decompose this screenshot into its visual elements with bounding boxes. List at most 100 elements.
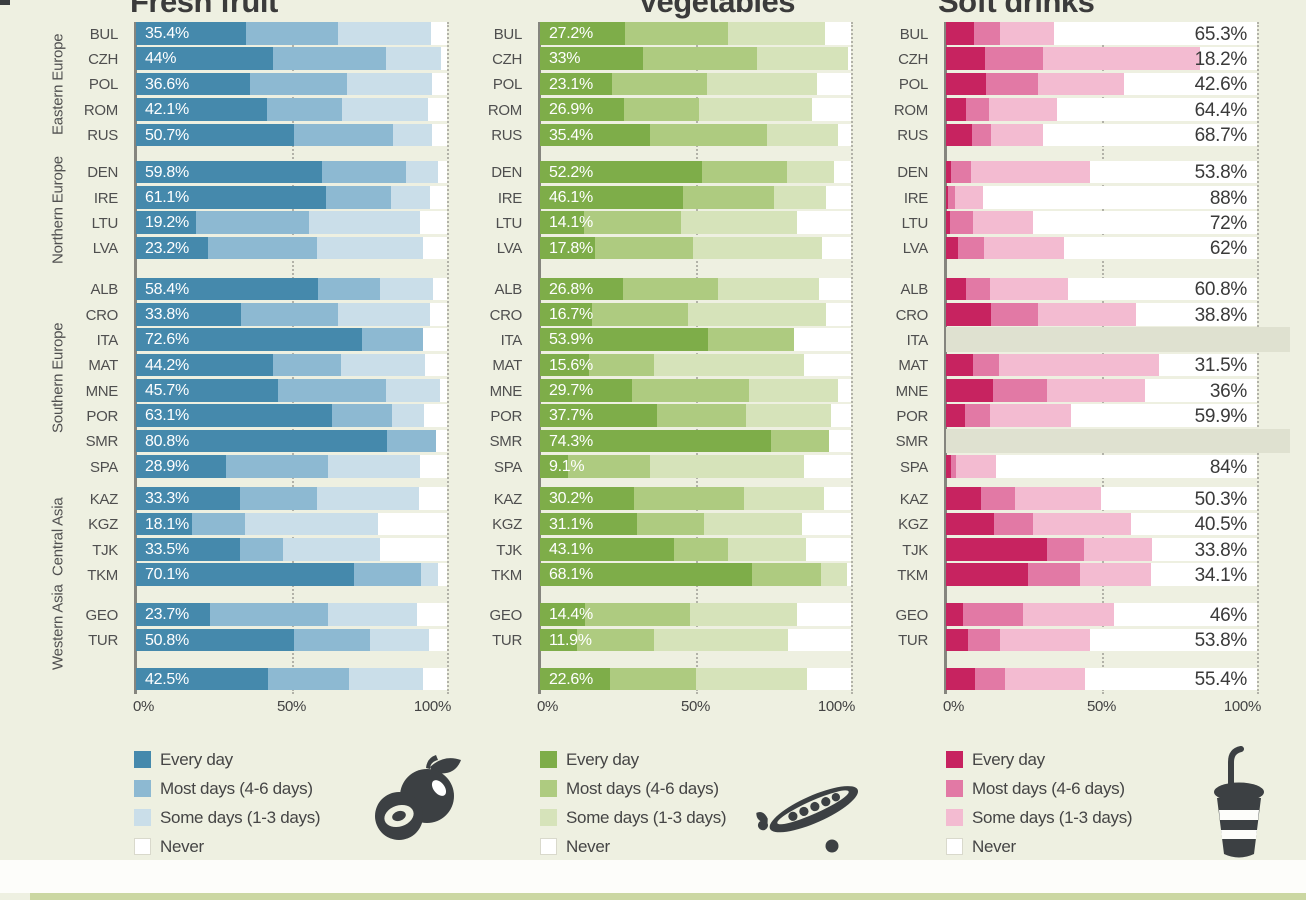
most-days-segment: [321, 160, 406, 184]
bar-track: [540, 303, 851, 326]
every-day-segment: [946, 667, 976, 691]
every-day-segment: [136, 47, 273, 70]
legend-label: Some days (1-3 days): [566, 808, 727, 827]
every-day-segment: [946, 22, 975, 45]
most-days-segment: [971, 123, 991, 147]
country-code-label: POL: [88, 76, 118, 94]
legend-swatch: [134, 838, 151, 855]
country-code-label: POR: [896, 407, 928, 425]
bar-value-label: 33.8%: [145, 306, 189, 323]
bar-value-label: 29.7%: [549, 382, 593, 399]
bar-value-label: 33%: [549, 50, 581, 68]
never-value-label: 40.5%: [1194, 514, 1248, 536]
country-code-label: ALB: [900, 281, 929, 299]
bar-track: [136, 603, 447, 626]
bar-track: [946, 186, 1257, 209]
most-days-segment: [650, 123, 768, 147]
bar-value-label: 9.1%: [549, 458, 585, 475]
legend-swatch: [540, 809, 557, 826]
country-code-label: ITA: [906, 331, 929, 349]
some-days-segment: [973, 211, 1034, 234]
most-days-segment: [950, 455, 956, 478]
country-code-label: LTU: [901, 214, 929, 232]
bar-value-label: 27.2%: [549, 25, 593, 42]
bar-track: [136, 628, 447, 652]
every-day-segment: [540, 72, 612, 96]
every-day-segment: [540, 303, 592, 326]
legend-label: Some days (1-3 days): [972, 808, 1133, 827]
never-value-label: 42.6%: [1194, 74, 1248, 96]
every-day-segment: [540, 487, 634, 510]
every-day-segment: [946, 72, 986, 96]
bar-track: [946, 98, 1257, 121]
some-days-segment: [748, 379, 838, 402]
most-days-segment: [225, 455, 329, 478]
country-code-label: IRE: [93, 189, 118, 207]
bar-track: [540, 22, 851, 45]
bar-track: [136, 72, 447, 96]
bar-track: [946, 123, 1257, 147]
bar-track: [946, 47, 1257, 70]
country-code-label: KGZ: [898, 516, 928, 534]
bar-value-label: 23.1%: [549, 75, 593, 93]
legend-swatch: [540, 838, 557, 855]
bar-value-label: 30.2%: [549, 490, 593, 508]
plum-icon: [375, 755, 461, 840]
y-axis-line: [944, 22, 947, 694]
gridline-100: [447, 22, 449, 694]
never-value-label: 53.8%: [1194, 162, 1248, 184]
legend-label: Never: [160, 837, 204, 856]
some-days-segment: [1015, 487, 1101, 510]
some-days-segment: [757, 47, 848, 70]
most-days-segment: [975, 667, 1006, 691]
legend-swatch: [540, 751, 557, 768]
most-days-segment: [965, 404, 991, 427]
every-day-segment: [946, 487, 982, 510]
no-data-band: [946, 327, 1290, 352]
bar-track: [946, 22, 1257, 45]
country-code-label: MAT: [492, 357, 522, 375]
most-days-segment: [751, 563, 821, 586]
every-day-segment: [136, 22, 247, 45]
bar-track: [946, 277, 1257, 301]
bar-value-label: 70.1%: [145, 566, 189, 584]
bar-value-label: 33.5%: [145, 541, 189, 558]
country-code-label: TUR: [898, 632, 928, 650]
most-days-segment: [192, 512, 245, 536]
every-day-segment: [946, 123, 972, 147]
bar-value-label: 58.4%: [145, 280, 189, 298]
every-day-segment: [136, 538, 241, 561]
country-code-label: GEO: [85, 606, 119, 624]
some-days-segment: [688, 303, 826, 326]
bar-track: [136, 563, 447, 586]
region-group-label: Northern Europe: [49, 155, 67, 264]
every-day-segment: [136, 123, 294, 147]
bar-value-label: 44%: [145, 50, 177, 68]
some-days-segment: [338, 303, 430, 326]
some-days-segment: [1042, 47, 1201, 70]
some-days-segment: [1083, 538, 1152, 561]
country-code-label: TJK: [902, 541, 928, 559]
every-day-segment: [136, 72, 250, 96]
bar-value-label: 22.6%: [549, 670, 593, 688]
bar-track: [946, 563, 1257, 586]
some-days-segment: [338, 22, 432, 45]
most-days-segment: [246, 22, 339, 45]
every-day-segment: [946, 47, 986, 70]
legend-swatch: [134, 809, 151, 826]
some-days-segment: [391, 186, 431, 209]
most-days-segment: [268, 667, 350, 691]
bar-value-label: 50.8%: [145, 631, 189, 649]
country-code-label: CRO: [895, 306, 929, 324]
gridline-100: [851, 22, 853, 694]
bar-value-label: 15.6%: [549, 356, 593, 374]
country-code-label: ITA: [500, 331, 523, 349]
country-code-label: LVA: [496, 240, 523, 258]
most-days-segment: [332, 404, 392, 427]
every-day-segment: [136, 379, 279, 402]
country-code-label: IRE: [497, 189, 522, 207]
pea-pod-icon: [756, 786, 859, 853]
bar-track: [540, 404, 851, 427]
bar-value-label: 37.7%: [549, 407, 593, 425]
